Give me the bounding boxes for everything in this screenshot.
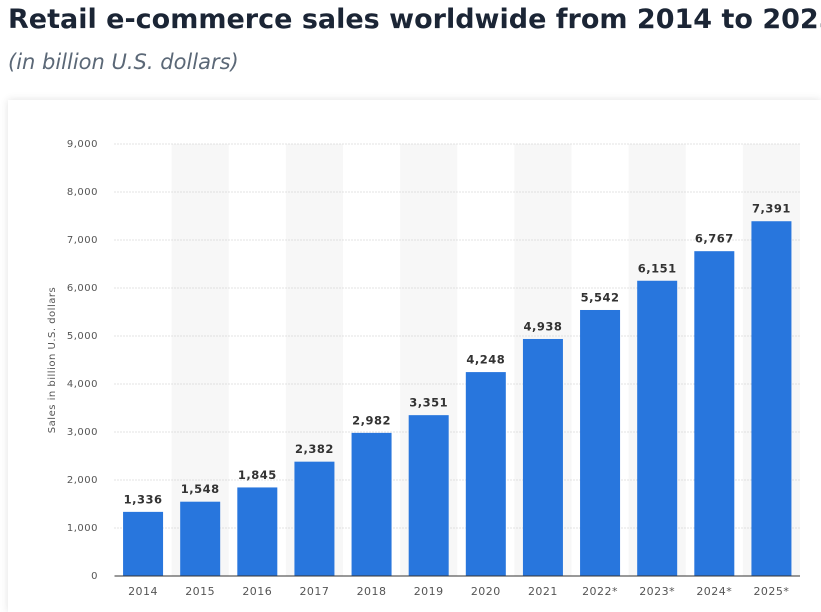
bar [637, 280, 678, 576]
bar [751, 221, 792, 576]
y-tick-label: 5,000 [67, 331, 98, 342]
value-label: 1,336 [124, 492, 163, 506]
value-label: 7,391 [752, 202, 791, 216]
y-tick-label: 7,000 [67, 235, 98, 246]
bar [465, 372, 506, 576]
x-tick-label: 2017 [299, 585, 329, 598]
x-tick-label: 2014 [128, 585, 158, 598]
y-tick-label: 9,000 [67, 139, 98, 150]
x-tick-label: 2024* [696, 585, 732, 598]
value-label: 4,938 [523, 319, 562, 333]
bar [180, 501, 221, 576]
y-tick-label: 2,000 [67, 475, 98, 486]
x-tick-label: 2025* [753, 585, 789, 598]
bar [522, 338, 563, 576]
bar [694, 251, 735, 576]
value-label: 1,548 [181, 482, 220, 496]
y-tick-label: 1,000 [67, 523, 98, 534]
value-label: 6,767 [695, 232, 734, 246]
bar [408, 415, 449, 576]
x-tick-label: 2020 [471, 585, 501, 598]
value-label: 4,248 [466, 353, 505, 367]
value-label: 3,351 [409, 396, 448, 410]
chart-subtitle: (in billion U.S. dollars) [8, 50, 239, 74]
value-label: 5,542 [581, 290, 620, 304]
bar [351, 432, 392, 576]
x-tick-label: 2019 [414, 585, 444, 598]
value-label: 6,151 [638, 261, 677, 275]
x-tick-label: 2023* [639, 585, 675, 598]
x-tick-label: 2021 [528, 585, 558, 598]
x-tick-label: 2016 [242, 585, 272, 598]
y-axis-label: Sales in billion U.S. dollars [47, 287, 58, 433]
bar [580, 309, 621, 576]
y-tick-label: 6,000 [67, 283, 98, 294]
value-label: 2,382 [295, 442, 334, 456]
x-tick-label: 2022* [582, 585, 618, 598]
value-label: 2,982 [352, 413, 391, 427]
value-label: 1,845 [238, 468, 277, 482]
y-tick-label: 3,000 [67, 427, 98, 438]
bar [237, 487, 278, 576]
chart-title: Retail e-commerce sales worldwide from 2… [8, 4, 821, 35]
x-tick-label: 2015 [185, 585, 215, 598]
x-tick-label: 2018 [357, 585, 387, 598]
bar [294, 461, 335, 576]
y-tick-label: 8,000 [67, 187, 98, 198]
y-tick-label: 4,000 [67, 379, 98, 390]
y-tick-label: 0 [91, 571, 98, 582]
bar [123, 511, 164, 576]
